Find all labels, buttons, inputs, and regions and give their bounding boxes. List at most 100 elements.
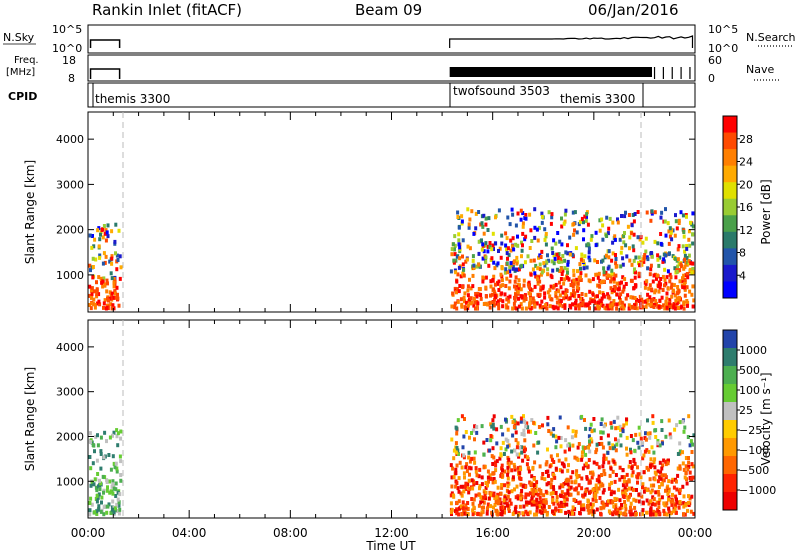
data-cell xyxy=(458,284,462,288)
data-cell xyxy=(509,238,513,243)
data-cell xyxy=(582,507,586,512)
data-cell xyxy=(468,472,471,477)
data-cell xyxy=(673,293,677,298)
data-cell xyxy=(490,510,494,515)
data-cell xyxy=(580,457,584,462)
data-cell xyxy=(535,509,539,514)
data-cell xyxy=(658,497,662,502)
data-cell xyxy=(671,492,674,497)
data-cell xyxy=(592,460,596,465)
data-cell xyxy=(590,299,594,304)
data-cell xyxy=(514,242,518,247)
data-cell xyxy=(654,302,658,306)
data-cell xyxy=(88,440,92,444)
data-cell xyxy=(550,215,554,220)
nsearch-label: N.Search xyxy=(746,31,796,44)
data-cell xyxy=(111,482,115,487)
data-cell xyxy=(559,299,563,303)
data-cell xyxy=(529,429,532,434)
data-cell xyxy=(563,305,567,310)
data-cell xyxy=(687,414,691,419)
data-cell xyxy=(501,468,504,473)
data-cell xyxy=(609,466,613,471)
data-cell xyxy=(533,271,537,276)
data-cell xyxy=(594,450,598,455)
data-cell xyxy=(114,481,118,486)
data-cell xyxy=(555,439,559,444)
data-cell xyxy=(528,285,531,290)
data-cell xyxy=(99,452,103,456)
data-cell xyxy=(612,272,615,277)
data-cell xyxy=(622,511,626,516)
data-cell xyxy=(613,284,617,289)
data-cell xyxy=(636,440,640,445)
data-cell xyxy=(456,299,460,304)
data-cell xyxy=(652,483,656,488)
data-cell xyxy=(451,291,455,296)
data-cell xyxy=(117,503,121,508)
data-cell xyxy=(480,499,484,503)
data-cell xyxy=(645,279,649,284)
data-cell xyxy=(513,279,517,284)
data-cell xyxy=(550,246,554,251)
data-cell xyxy=(532,420,536,425)
data-cell xyxy=(607,306,611,311)
data-cell xyxy=(503,510,506,515)
data-cell xyxy=(562,494,566,499)
data-cell xyxy=(616,508,620,513)
data-cell xyxy=(584,273,588,278)
data-cell xyxy=(571,302,574,307)
data-cell xyxy=(506,444,510,449)
data-cell xyxy=(652,509,656,514)
data-cell xyxy=(590,475,594,480)
data-cell xyxy=(457,289,461,294)
data-cell xyxy=(99,449,103,454)
data-cell xyxy=(519,217,523,222)
data-cell xyxy=(563,492,567,497)
data-cell xyxy=(455,290,458,295)
data-cell xyxy=(484,241,488,246)
data-cell xyxy=(520,445,523,450)
data-cell xyxy=(118,454,122,459)
data-cell xyxy=(623,475,626,480)
data-cell xyxy=(636,465,639,470)
data-cell xyxy=(557,260,561,264)
data-cell xyxy=(486,506,489,511)
data-cell xyxy=(114,494,118,498)
data-cell xyxy=(580,292,584,296)
nsky-step xyxy=(89,39,121,48)
data-cell xyxy=(95,509,99,514)
data-cell xyxy=(599,436,603,441)
data-cell xyxy=(687,261,691,266)
data-cell xyxy=(116,443,120,448)
data-cell xyxy=(630,466,634,470)
data-cell xyxy=(563,266,567,270)
colorbar-swatch xyxy=(723,420,737,439)
data-cell xyxy=(522,428,526,433)
data-cell xyxy=(509,248,513,253)
data-cell xyxy=(571,293,575,298)
data-cell xyxy=(535,512,538,517)
data-cell xyxy=(512,425,516,429)
data-cell xyxy=(103,430,107,435)
data-cell xyxy=(668,226,672,231)
data-cell xyxy=(480,238,483,243)
velocity-ylabel: Slant Range [km] xyxy=(23,367,37,471)
data-cell xyxy=(585,303,589,308)
colorbar-swatch xyxy=(723,264,737,282)
data-cell xyxy=(682,512,686,517)
data-cell xyxy=(515,452,519,457)
data-cell xyxy=(681,244,685,249)
data-cell xyxy=(622,240,626,245)
data-cell xyxy=(489,422,493,427)
data-cell xyxy=(625,472,629,477)
data-cell xyxy=(648,435,652,440)
data-cell xyxy=(676,247,680,252)
data-cell xyxy=(463,299,466,304)
data-cell xyxy=(454,441,458,446)
nsky-label: N.Sky xyxy=(3,31,35,44)
data-cell xyxy=(520,489,524,493)
data-cell xyxy=(532,487,536,492)
data-cell xyxy=(558,280,562,285)
data-cell xyxy=(103,260,107,265)
